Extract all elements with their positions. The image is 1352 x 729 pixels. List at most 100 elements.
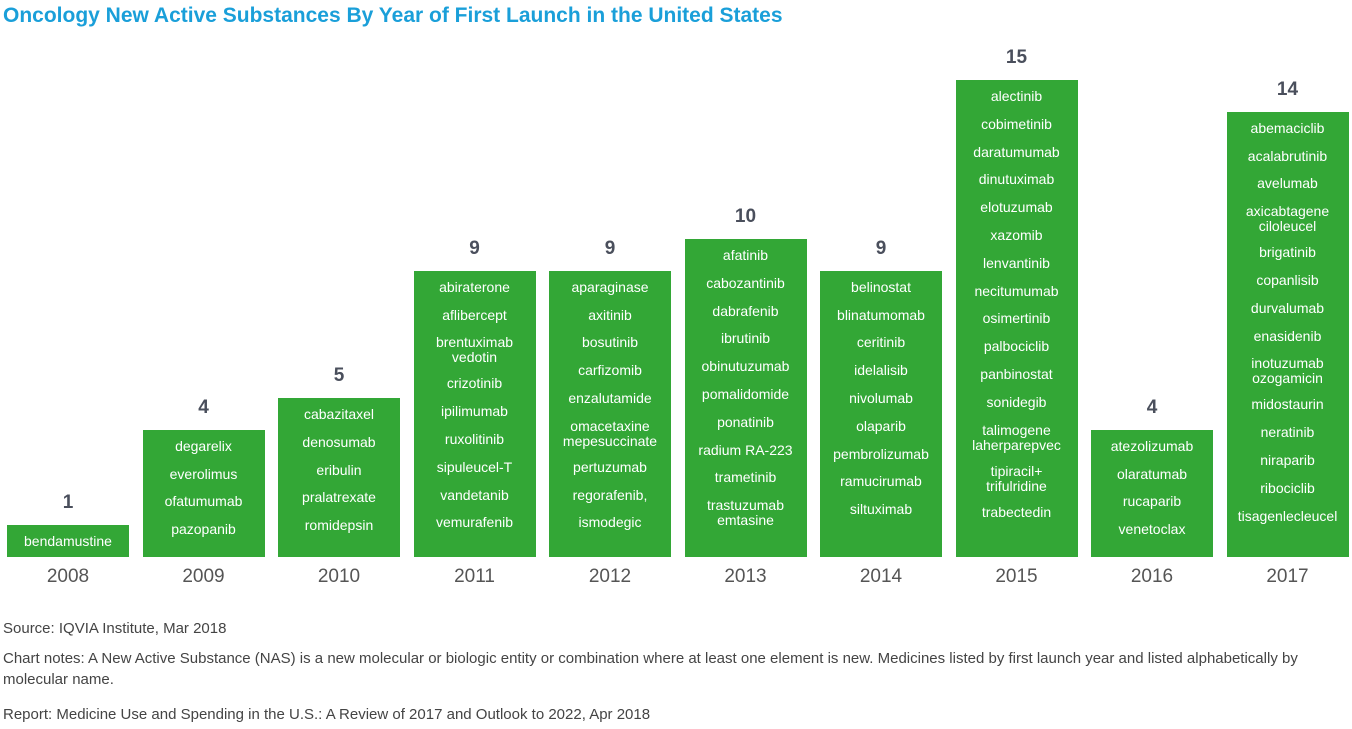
drug-label: copanlisib xyxy=(1256,271,1319,288)
source-note: Source: IQVIA Institute, Mar 2018 xyxy=(3,620,227,637)
x-tick-label: 2009 xyxy=(182,566,225,587)
drug-label: abemaciclib xyxy=(1250,119,1325,136)
value-label: 4 xyxy=(1146,396,1158,418)
drug-label: dinutuximab xyxy=(978,171,1055,188)
chart-notes: Chart notes: A New Active Substance (NAS… xyxy=(3,650,1298,688)
drug-label: abiraterone xyxy=(439,278,510,295)
drug-label: axitinib xyxy=(588,306,632,323)
bar-2017: abemaciclib acalabrutinib avelumab axicabta… xyxy=(1226,111,1349,557)
drug-label: regorafenib, xyxy=(572,486,648,503)
value-label: 1 xyxy=(62,492,74,514)
drug-label: venetoclax xyxy=(1118,521,1186,538)
drug-label: alectinib xyxy=(990,88,1043,104)
value-label: 9 xyxy=(604,237,616,259)
drug-label: ibrutinib xyxy=(720,330,771,347)
x-tick-label: 2013 xyxy=(724,566,767,587)
report-note: Report: Medicine Use and Spending in the… xyxy=(3,706,651,723)
drug-label: belinostat xyxy=(851,278,911,295)
drug-label: bosutinib xyxy=(581,334,639,351)
bar-2009: degarelix everolimus ofatumumab pazopanib xyxy=(142,429,265,557)
bar-2015: alectinib cobimetinib daratumumab dinutuxim… xyxy=(955,80,1078,557)
drug-label: ribociclib xyxy=(1260,479,1315,496)
drug-label: cabozantinib xyxy=(706,274,785,291)
drug-label: enasidenib xyxy=(1253,327,1322,344)
drug-label: afatinib xyxy=(722,247,769,263)
drug-label: ipilimumab xyxy=(441,403,508,420)
drug-label: ponatinib xyxy=(717,413,774,430)
value-label: 9 xyxy=(875,237,887,259)
x-tick-label: 2014 xyxy=(859,566,903,587)
drug-label: midostaurin xyxy=(1251,396,1324,413)
drug-label: elotuzumab xyxy=(980,199,1053,216)
drug-label: radium RA-223 xyxy=(698,441,793,458)
drug-label: pomalidomide xyxy=(701,385,790,402)
drug-label: obinutuzumab xyxy=(701,358,790,375)
x-tick-label: 2010 xyxy=(317,566,361,587)
drug-label: crizotinib xyxy=(446,375,503,392)
drug-label: acalabrutinib xyxy=(1247,147,1328,164)
drug-label: idelalisib xyxy=(854,362,908,379)
x-tick-label: 2016 xyxy=(1130,566,1174,587)
drug-label: tisagenlecleucel xyxy=(1237,507,1338,524)
drug-label: ruxolitinib xyxy=(444,430,505,447)
drug-label: blinatumomab xyxy=(837,306,925,323)
drug-label: lenvantinib xyxy=(983,254,1050,271)
x-tick-label: 2017 xyxy=(1266,566,1309,587)
drug-label: ceritinib xyxy=(856,334,906,351)
drug-label: rucaparib xyxy=(1122,493,1182,510)
drug-label: olaparib xyxy=(856,417,906,434)
bar-2008: bendamustine xyxy=(7,525,129,557)
bar-2014: belinostat blinatumomab ceritinib idelalisi… xyxy=(820,270,942,557)
drug-label: inotuzumab ozogamicin xyxy=(1251,355,1324,387)
drug-label: sipuleucel-T xyxy=(436,458,513,475)
drug-label: niraparib xyxy=(1260,451,1315,468)
drug-label: olaratumab xyxy=(1116,465,1188,482)
drug-label: neratinib xyxy=(1260,424,1315,441)
drug-label: cabazitaxel xyxy=(303,406,375,422)
drug-label: durvalumab xyxy=(1250,299,1325,316)
drug-label: brigatinib xyxy=(1259,244,1316,261)
value-label: 5 xyxy=(333,365,345,386)
drug-label: cobimetinib xyxy=(981,115,1052,132)
drug-label: tipiracil+ trifulridine xyxy=(986,462,1047,494)
drug-label: omacetaxine mepesuccinate xyxy=(562,417,658,449)
drug-label: daratumumab xyxy=(973,143,1060,160)
drug-label: bendamustine xyxy=(24,533,112,550)
drug-label: aparaginase xyxy=(571,278,649,295)
drug-label: nivolumab xyxy=(849,389,913,406)
drug-label: brentuximab vedotin xyxy=(435,334,514,366)
drug-label: ismodegic xyxy=(578,514,642,531)
value-label: 9 xyxy=(469,237,480,259)
drug-label: talimogene laherparepvec xyxy=(972,421,1061,453)
drug-label: siltuximab xyxy=(849,501,913,518)
drug-label: everolimus xyxy=(169,465,238,482)
drug-label: atezolizumab xyxy=(1110,437,1194,454)
drug-label: pralatrexate xyxy=(302,489,376,506)
drug-label: vandetanib xyxy=(440,486,509,503)
drug-label: necitumumab xyxy=(974,282,1059,299)
bar-chart: bendamustine 1 2008 degarelix everolimus ofat… xyxy=(7,47,1349,587)
drug-label: pertuzumab xyxy=(573,458,647,475)
bar-2013: afatinib cabozantinib dabrafenib ibrutinib o… xyxy=(684,239,807,557)
x-tick-label: 2015 xyxy=(995,566,1038,587)
drug-label: trametinib xyxy=(714,469,777,486)
value-label: 15 xyxy=(1005,47,1028,68)
value-label: 4 xyxy=(198,396,209,418)
bar-2012: aparaginase axitinib bosutinib carfizomib en… xyxy=(549,270,671,557)
drug-label: aflibercept xyxy=(442,306,507,323)
drug-label: vemurafenib xyxy=(435,514,514,531)
drug-label: xazomib xyxy=(990,226,1043,243)
bar-2016: atezolizumab olaratumab rucaparib venetocla… xyxy=(1091,429,1213,557)
drug-label: pembrolizumab xyxy=(833,445,929,462)
x-tick-label: 2008 xyxy=(46,566,90,587)
drug-label: panbinostat xyxy=(980,365,1053,382)
drug-label: osimertinib xyxy=(982,310,1051,327)
drug-label: pazopanib xyxy=(171,521,236,538)
drug-label: romidepsin xyxy=(304,517,374,534)
x-tick-label: 2012 xyxy=(588,566,632,587)
bar-2010: cabazitaxel denosumab eribulin pralatrexate… xyxy=(278,398,400,557)
value-label: 14 xyxy=(1276,78,1299,100)
drug-label: sonidegib xyxy=(986,393,1047,410)
drug-label: eribulin xyxy=(316,461,362,478)
x-tick-label: 2011 xyxy=(454,566,495,587)
